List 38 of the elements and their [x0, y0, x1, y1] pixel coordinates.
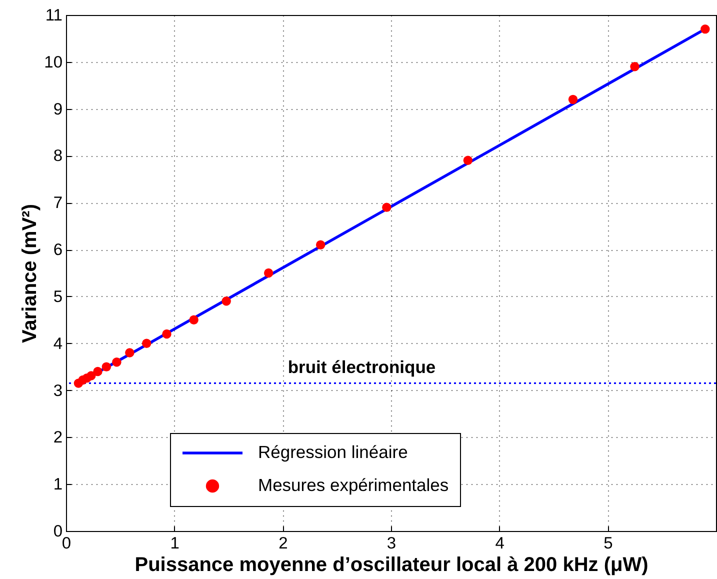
point: [162, 329, 172, 339]
y-tick-label: 0: [53, 522, 62, 540]
ref-line-label: bruit électronique: [288, 357, 436, 378]
y-tick-label: 1: [53, 476, 62, 494]
point: [463, 156, 473, 166]
point: [112, 358, 122, 367]
point: [142, 338, 152, 348]
y-tick-label: 6: [53, 241, 62, 260]
x-axis-title: Puissance moyenne d’oscillateur local à 200 kHz (μW): [134, 554, 648, 576]
y-tick-label: 4: [53, 334, 62, 353]
point: [568, 94, 578, 104]
point: [382, 202, 392, 212]
y-tick-label: 9: [53, 100, 62, 118]
x-tick-label: 1: [170, 534, 180, 552]
x-tick-label: 2: [278, 534, 288, 552]
point: [222, 296, 231, 306]
y-tick-label: 10: [44, 53, 62, 72]
y-tick-label: 3: [53, 382, 62, 400]
x-tick-label: 3: [386, 534, 396, 552]
point: [86, 371, 96, 380]
point: [264, 268, 274, 278]
point: [102, 362, 112, 372]
x-tick-label: 4: [495, 534, 504, 552]
x-tick-label: 5: [604, 534, 613, 552]
y-tick-label: 8: [53, 147, 62, 166]
point: [700, 24, 710, 34]
y-tick-label: 11: [45, 6, 62, 24]
point: [189, 315, 198, 325]
y-axis-title: Variance (mV²): [19, 204, 42, 343]
y-tick-label: 7: [53, 194, 62, 212]
legend-label: Régression linéaire: [258, 442, 408, 462]
y-tick-label: 2: [53, 428, 62, 447]
legend-label: Mesures expérimentales: [258, 475, 449, 495]
point: [630, 62, 640, 72]
point: [93, 366, 102, 376]
point: [316, 240, 326, 250]
y-tick-label: 5: [53, 288, 62, 306]
point: [125, 348, 134, 358]
